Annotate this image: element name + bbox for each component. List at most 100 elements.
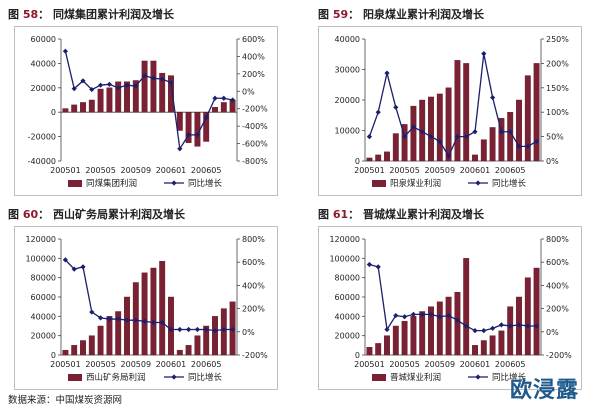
growth-point [71, 86, 77, 92]
bar [375, 154, 382, 162]
x-tick-label: 200505 [85, 166, 116, 175]
bar [445, 296, 452, 356]
bar [132, 80, 139, 113]
left-tick-label: 100000 [329, 254, 360, 263]
right-tick-label: 800% [546, 235, 569, 244]
bar [533, 267, 540, 356]
watermark-logo: 欧浸露 [510, 377, 580, 403]
growth-point [62, 48, 68, 54]
bar [392, 133, 399, 162]
chart-svg-58: 60000 40000 20000 0 -20000 -40000 600% 400% 200%… [28, 35, 269, 189]
bar [410, 105, 417, 162]
right-tick-label: 400% [242, 52, 265, 61]
growth-point [186, 132, 192, 138]
legend-bar-label: 阳泉煤业利润 [390, 178, 441, 189]
growth-point [498, 129, 504, 135]
bar [533, 63, 540, 162]
bar [392, 325, 399, 356]
growth-point [463, 323, 469, 329]
title-text: 晋城煤业累计利润及增长 [363, 208, 484, 221]
bar [463, 258, 470, 356]
growth-point [194, 132, 200, 138]
bar [428, 96, 434, 162]
growth-point [393, 104, 399, 110]
legend-bar-label: 晋城煤业利润 [390, 372, 441, 383]
growth-point [463, 134, 469, 140]
growth-point [133, 83, 139, 89]
bar [106, 87, 113, 113]
chart-panel-59: 40000 30000 20000 10000 0 250% 200% 150% 100% 50%… [318, 26, 582, 196]
left-tick-label: 40000 [31, 59, 56, 68]
growth-point [490, 94, 496, 101]
bar [194, 335, 201, 356]
bar [419, 311, 426, 356]
bar [516, 99, 522, 162]
x-tick-label: 200601 [460, 360, 491, 369]
figure-number: 59 [332, 8, 349, 21]
bar [524, 75, 531, 162]
x-tick-label: 200509 [121, 166, 152, 175]
x-tick-label: 200501 [354, 166, 385, 175]
x-tick-label: 200505 [389, 360, 420, 369]
bar [375, 343, 382, 356]
growth-point [481, 328, 487, 334]
bar [212, 316, 218, 356]
growth-line [64, 259, 233, 332]
bar [159, 261, 166, 356]
legend-bar-swatch [68, 180, 82, 187]
growth-point [366, 134, 372, 140]
right-tick-label: 200% [242, 305, 265, 314]
left-tick-label: 120000 [329, 235, 360, 244]
title-text: 阳泉煤业累计利润及增长 [363, 8, 484, 21]
x-tick-label: 200601 [156, 166, 187, 175]
left-tick-label: 120000 [25, 235, 56, 244]
figure-number: 60 [22, 208, 39, 221]
bar [176, 111, 183, 131]
legend-line-label: 同比增长 [188, 372, 223, 383]
legend-bar-label: 同煤集团利润 [86, 178, 137, 189]
bar [71, 345, 78, 356]
growth-point [80, 78, 86, 84]
bar [428, 306, 434, 356]
growth-point [384, 70, 390, 76]
title-prefix: 图 [8, 208, 19, 221]
right-tick-label: 400% [242, 281, 265, 290]
growth-point [177, 326, 183, 333]
right-tick-label: 0% [546, 328, 559, 337]
right-tick-label: -800% [242, 157, 268, 166]
bar [62, 349, 69, 356]
growth-point [507, 129, 513, 135]
right-tick-label: 0% [242, 87, 255, 96]
growth-point [230, 97, 236, 103]
left-tick-label: -20000 [28, 133, 56, 142]
growth-point [89, 86, 95, 93]
x-tick-label: 200601 [156, 360, 187, 369]
x-tick-label: 200501 [50, 360, 81, 369]
legend-line-label: 同比增长 [188, 178, 223, 189]
right-tick-label: 800% [242, 235, 265, 244]
growth-point [159, 76, 165, 82]
growth-point [150, 75, 156, 81]
left-tick-label: 10000 [335, 127, 360, 136]
bar [480, 139, 487, 162]
growth-point [402, 314, 408, 320]
left-tick-label: 20000 [335, 332, 360, 341]
right-tick-label: 200% [546, 59, 569, 68]
x-tick-label: 200509 [425, 360, 456, 369]
growth-point [115, 85, 121, 91]
x-tick-label: 200501 [354, 360, 385, 369]
growth-point [212, 95, 218, 101]
growth-point [516, 143, 522, 149]
left-tick-label: 60000 [335, 293, 360, 302]
growth-point [446, 312, 452, 319]
left-tick-label: 0 [51, 108, 56, 117]
bar [472, 154, 478, 162]
left-tick-label: 40000 [31, 312, 56, 321]
chart-title-59: 图 59： 阳泉煤业累计利润及增长 [318, 8, 484, 21]
growth-point [472, 129, 478, 135]
bar [445, 87, 452, 162]
growth-point [375, 109, 381, 115]
chart-svg-60: 120000 100000 80000 60000 40000 20000 0 800% 600… [25, 235, 268, 383]
growth-point [393, 312, 399, 319]
bar [97, 325, 104, 356]
